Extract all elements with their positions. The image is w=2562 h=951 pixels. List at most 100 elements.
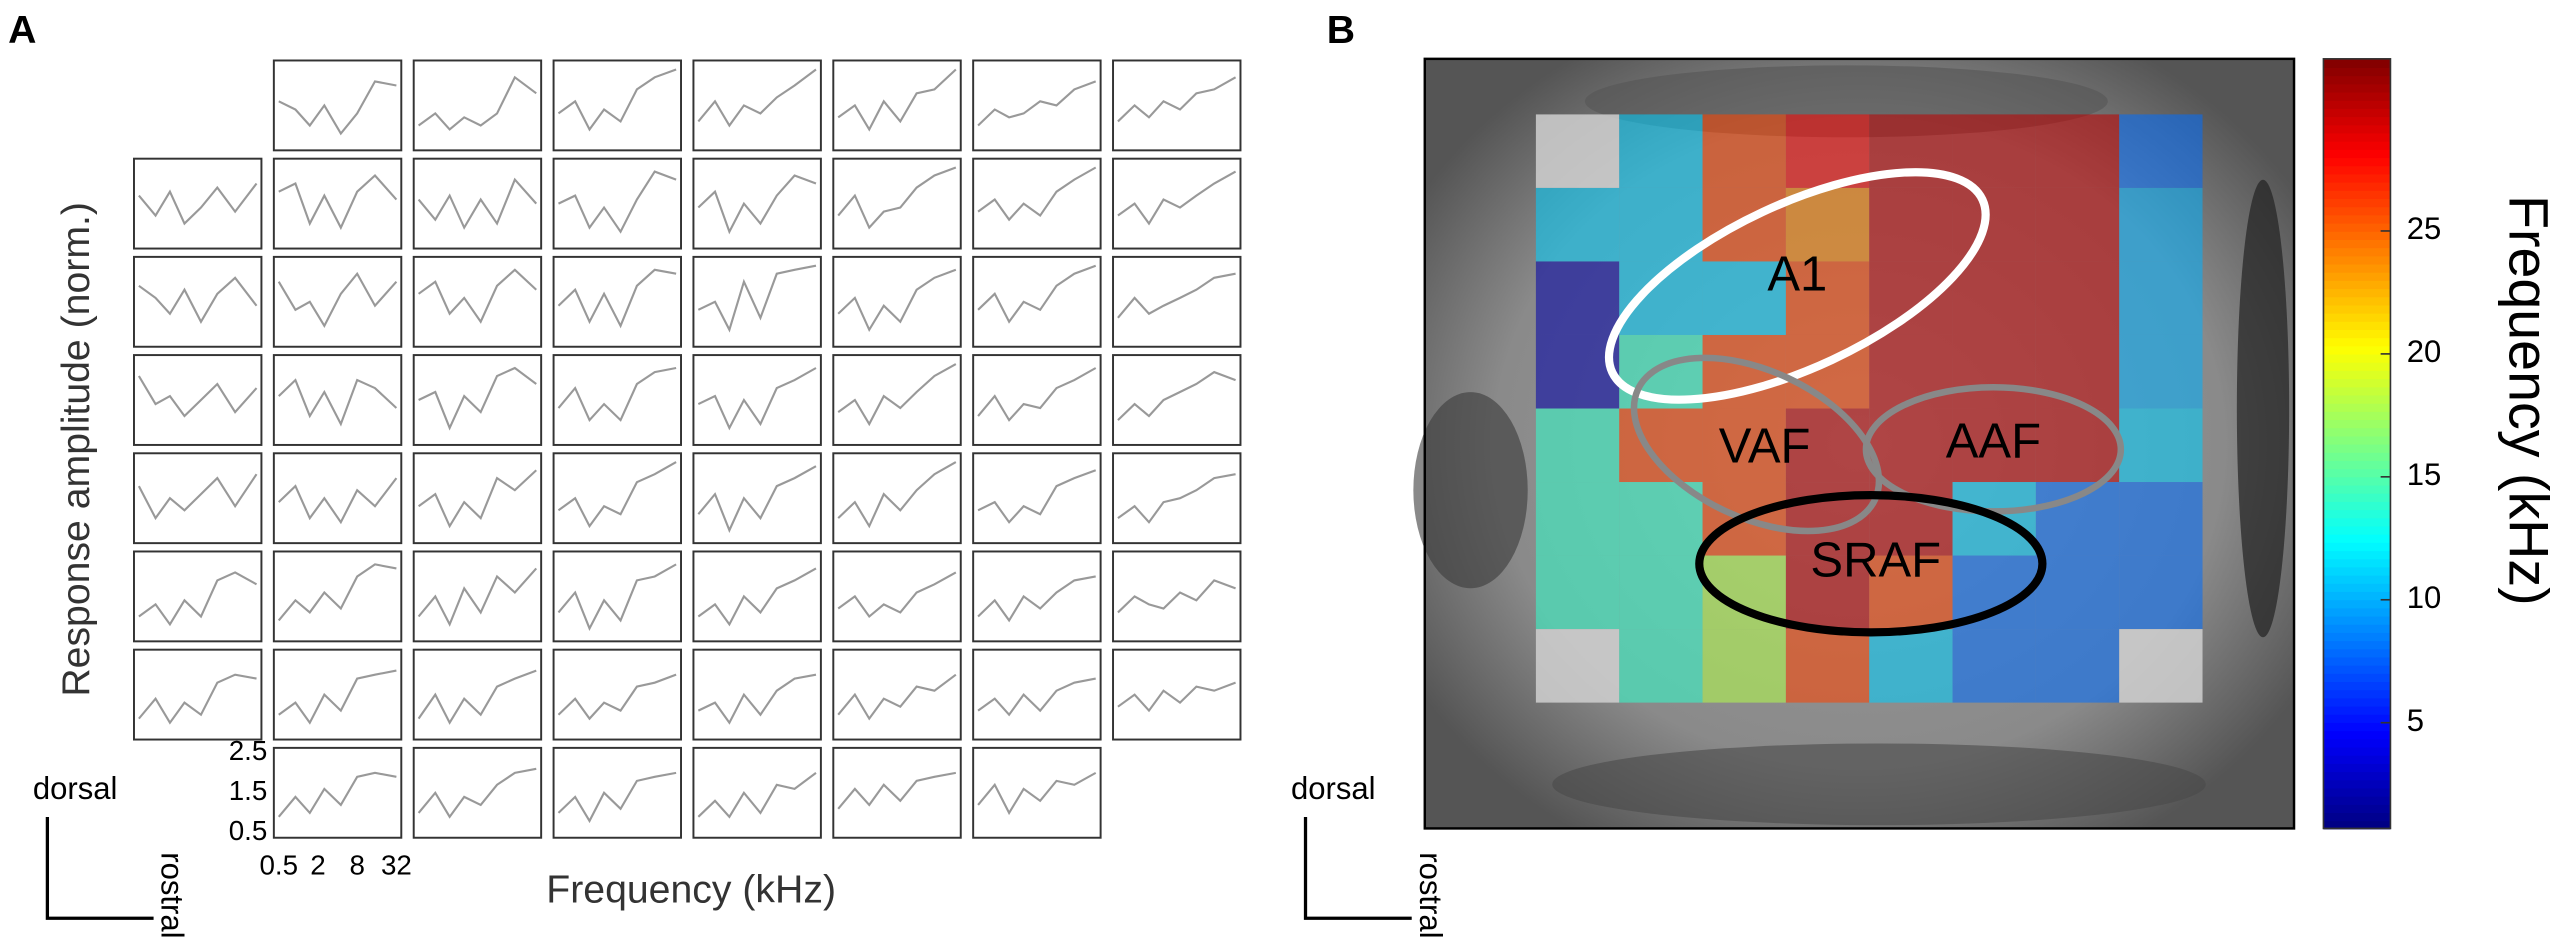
colorbar-band [2323, 713, 2391, 723]
colorbar-band [2323, 410, 2391, 421]
subplot-frame [972, 746, 1102, 839]
response-trace [417, 669, 537, 725]
colorbar-band [2323, 288, 2391, 298]
response-trace [418, 366, 537, 431]
colorbar-band [2323, 615, 2391, 625]
heatmap-cell [2119, 555, 2203, 630]
colorbar-band [2323, 148, 2391, 159]
heatmap-cell [1952, 187, 2036, 262]
heatmap-cell [1952, 334, 2036, 409]
colorbar-band [2323, 58, 2391, 69]
panel-letter: A [8, 9, 36, 52]
colorbar-band [2323, 345, 2391, 355]
colorbar-band [2323, 541, 2391, 552]
colorbar-band [2323, 672, 2391, 683]
response-trace [278, 669, 397, 725]
response-trace [977, 677, 1096, 717]
heatmap-cell [1702, 629, 1786, 703]
response-trace [417, 469, 537, 529]
response-trace [837, 166, 957, 230]
heatmap-cell [2119, 261, 2203, 335]
colorbar-band [2323, 582, 2391, 592]
response-trace [837, 673, 957, 721]
colorbar-band [2323, 779, 2391, 789]
heatmap-cell [2035, 555, 2120, 630]
heatmap-cell [2035, 114, 2120, 188]
heatmap-cell [1535, 187, 1620, 262]
heatmap-cell [2119, 408, 2203, 483]
colorbar-band [2323, 689, 2391, 699]
response-trace [697, 673, 817, 725]
colorbar-band [2323, 697, 2391, 707]
colorbar-band [2323, 795, 2391, 805]
subplot-frame [832, 59, 962, 152]
subplot-frame [412, 452, 543, 545]
response-trace [697, 567, 817, 627]
colorbar-band [2323, 107, 2391, 118]
subplot-frame [972, 354, 1102, 446]
heatmap-cell [1952, 114, 2036, 188]
colorbar-band [2323, 648, 2391, 658]
colorbar-band [2323, 386, 2391, 396]
colorbar-band [2323, 738, 2391, 748]
colorbar-band [2323, 812, 2391, 822]
region-label: AAF [1946, 414, 2041, 468]
orientation-label: dorsal [1291, 771, 1376, 806]
heatmap-cell [1535, 555, 1620, 630]
response-trace [138, 673, 257, 725]
response-trace [278, 477, 398, 525]
x-axis-label: Frequency (kHz) [546, 869, 836, 912]
subplot-frame [692, 59, 822, 152]
orientation-label: rostral [155, 852, 190, 938]
heatmap-cell [1702, 114, 1786, 188]
response-trace [278, 174, 398, 231]
colorbar-band [2323, 820, 2391, 830]
response-trace [278, 80, 397, 136]
response-trace [277, 771, 397, 818]
colorbar-band [2323, 189, 2391, 200]
colorbar-band [2323, 394, 2391, 404]
response-trace [977, 469, 1097, 524]
colorbar-band [2323, 67, 2391, 77]
x-tick-label: 0.5 [259, 849, 298, 880]
colorbar-band [2323, 279, 2391, 290]
heatmap-cell [1869, 187, 1953, 262]
response-trace [417, 767, 537, 819]
y-tick-label: 0.5 [229, 815, 268, 846]
subplot-frame [412, 354, 543, 446]
heatmap-cell [2119, 482, 2203, 556]
heatmap-cell [1785, 555, 1870, 630]
heatmap-cell [1535, 334, 1620, 409]
response-trace [697, 465, 817, 533]
subplot-frame [552, 452, 683, 545]
heatmap-cell [1619, 114, 1703, 188]
colorbar-band [2323, 754, 2391, 764]
subplot-frame [692, 746, 822, 839]
panel-letter: B [1327, 9, 1355, 52]
response-trace [977, 771, 1097, 816]
heatmap-cell [1702, 261, 1786, 335]
response-trace [1117, 76, 1237, 123]
colorbar-band [2323, 329, 2391, 339]
colorbar-band [2323, 664, 2391, 674]
subplot-frame [972, 157, 1102, 250]
heatmap-cell [1619, 187, 1703, 262]
heatmap-cell [1619, 555, 1703, 630]
colorbar-band [2323, 230, 2391, 240]
colorbar-band [2323, 222, 2391, 232]
subplot-frame [133, 550, 263, 643]
subplot-frame [552, 157, 683, 250]
colorbar-band [2323, 132, 2391, 142]
region-label: VAF [1719, 419, 1811, 473]
response-trace [1117, 473, 1236, 524]
subplot-frame [133, 255, 263, 348]
colorbar-band [2323, 181, 2391, 191]
response-trace [557, 771, 677, 824]
colorbar-band [2323, 509, 2391, 519]
colorbar-label: Frequency (kHz) [2498, 195, 2560, 606]
colorbar-band [2323, 631, 2391, 642]
orientation-arrow [1303, 816, 1412, 920]
subplot-frame [1112, 157, 1242, 250]
colorbar-band [2323, 451, 2391, 461]
region-outline [1630, 354, 1883, 535]
